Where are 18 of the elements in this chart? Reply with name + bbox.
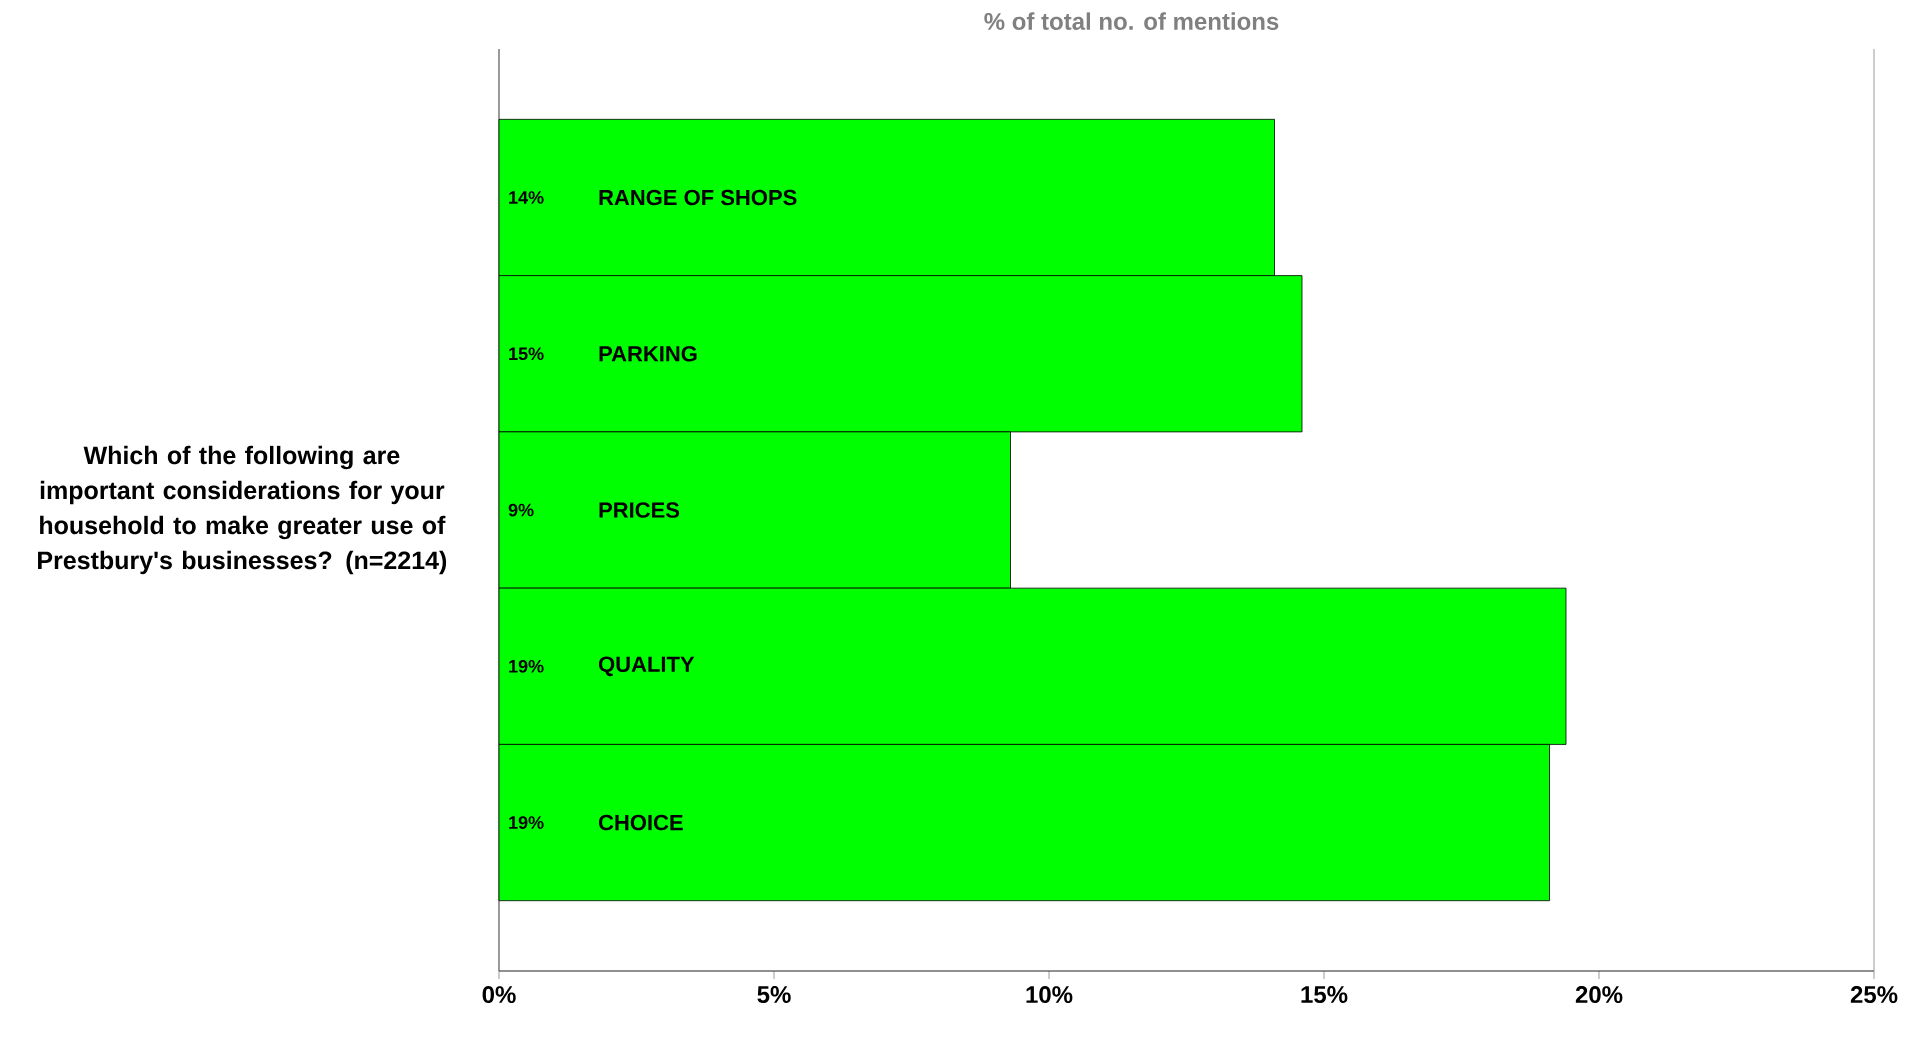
x-axis-title: % of total no. of mentions <box>984 12 1279 30</box>
y-tick-label: RANGE OF SHOPS <box>599 189 797 206</box>
data-label: 15% <box>509 347 544 361</box>
y-tick-label: PARKING <box>599 345 697 362</box>
x-tick-label: 10% <box>1026 986 1073 1004</box>
data-label: 19% <box>509 816 544 829</box>
x-tick-label: 25% <box>1850 986 1898 1004</box>
y-tick-label: QUALITY <box>598 656 695 677</box>
data-label: 9% <box>508 503 534 517</box>
x-tick-label: 15% <box>1301 986 1348 1003</box>
y-axis-title: Which of the following are important considerations for your household to make greater use of Prestbury's businesses? (n=2214) <box>38 445 447 575</box>
x-tick-label: 20% <box>1575 986 1623 1004</box>
data-label: 19% <box>509 659 544 673</box>
y-tick-label: CHOICE <box>598 814 683 831</box>
data-label: 14% <box>509 191 544 204</box>
x-tick-label: 5% <box>757 986 791 1003</box>
y-tick-label: PRICES <box>599 502 680 518</box>
x-tick-label: 0% <box>482 986 516 1004</box>
